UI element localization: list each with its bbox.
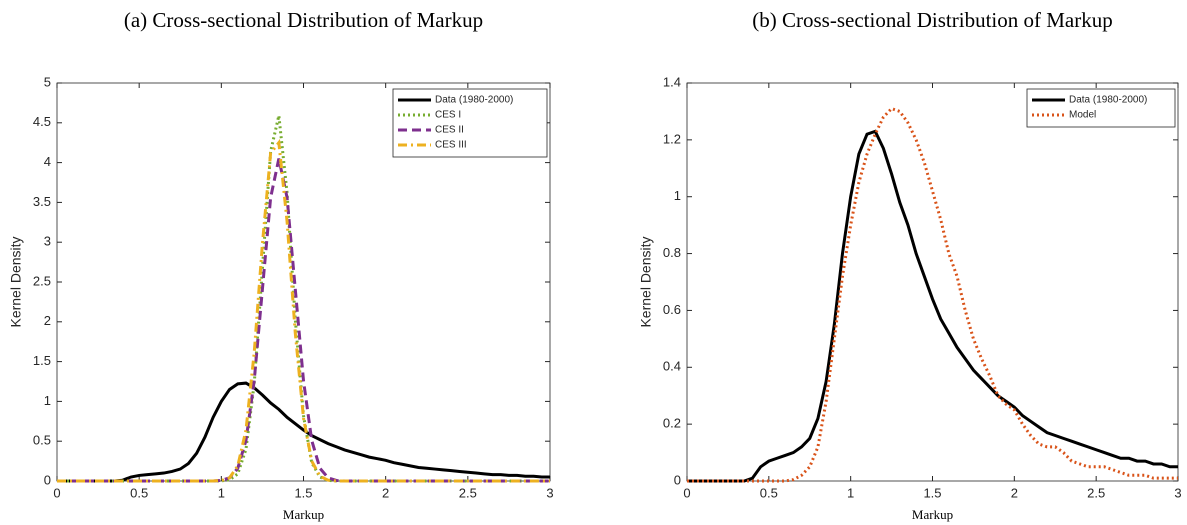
data-line	[687, 106, 1178, 483]
y-tick-label: 0.2	[663, 416, 681, 431]
plot-area	[686, 82, 1179, 482]
y-tick-label: 4	[44, 154, 51, 169]
x-tick-label: 0.5	[130, 485, 148, 500]
data-line	[687, 129, 1178, 483]
panel: (a) Cross-sectional Distribution of Mark…	[8, 8, 554, 522]
y-axis-label: Kernel Density	[8, 236, 24, 327]
y-tick-label: 1.2	[663, 131, 681, 146]
legend-label: Data (1980-2000)	[1069, 95, 1147, 106]
data-line	[57, 115, 550, 483]
x-tick-label: 2	[1011, 485, 1018, 500]
y-tick-label: 0.6	[663, 302, 681, 317]
legend-label: CES I	[435, 110, 461, 121]
x-tick-label: 2	[382, 485, 389, 500]
x-tick-label: 0	[683, 485, 690, 500]
x-tick-label: 1	[218, 485, 225, 500]
x-tick-label: 1.5	[923, 485, 941, 500]
y-tick-label: 1	[44, 393, 51, 408]
y-tick-label: 5	[44, 74, 51, 89]
y-tick-label: 0	[44, 472, 51, 487]
y-tick-label: 3	[44, 234, 51, 249]
y-tick-label: 0.4	[663, 359, 681, 374]
x-tick-label: 2.5	[459, 485, 477, 500]
x-axis-label: Markup	[283, 507, 324, 522]
x-tick-label: 0	[53, 485, 60, 500]
y-tick-label: 0.5	[33, 433, 51, 448]
x-tick-label: 0.5	[760, 485, 778, 500]
y-tick-label: 2.5	[33, 273, 51, 288]
y-tick-label: 0.8	[663, 245, 681, 260]
y-tick-label: 1.4	[663, 74, 681, 89]
y-tick-label: 1.5	[33, 353, 51, 368]
data-line	[57, 138, 550, 483]
y-tick-label: 0	[674, 472, 681, 487]
panel: (b) Cross-sectional Distribution of Mark…	[638, 8, 1182, 522]
legend-label: CES III	[435, 140, 467, 151]
y-tick-label: 4.5	[33, 114, 51, 129]
legend-label: Data (1980-2000)	[435, 95, 513, 106]
legend-label: Model	[1069, 110, 1096, 121]
legend-label: CES II	[435, 125, 464, 136]
y-axis-label: Kernel Density	[638, 236, 654, 327]
x-tick-label: 3	[1174, 485, 1181, 500]
x-tick-label: 1	[847, 485, 854, 500]
data-line	[57, 381, 550, 483]
x-tick-label: 3	[546, 485, 553, 500]
x-tick-label: 1.5	[294, 485, 312, 500]
x-tick-label: 2.5	[1087, 485, 1105, 500]
chart-title: (b) Cross-sectional Distribution of Mark…	[752, 8, 1112, 32]
y-tick-label: 2	[44, 313, 51, 328]
x-axis-label: Markup	[912, 507, 953, 522]
y-tick-label: 3.5	[33, 194, 51, 209]
legend-box	[1026, 88, 1176, 128]
y-tick-label: 1	[674, 188, 681, 203]
data-line	[57, 158, 550, 483]
chart-title: (a) Cross-sectional Distribution of Mark…	[124, 8, 483, 32]
